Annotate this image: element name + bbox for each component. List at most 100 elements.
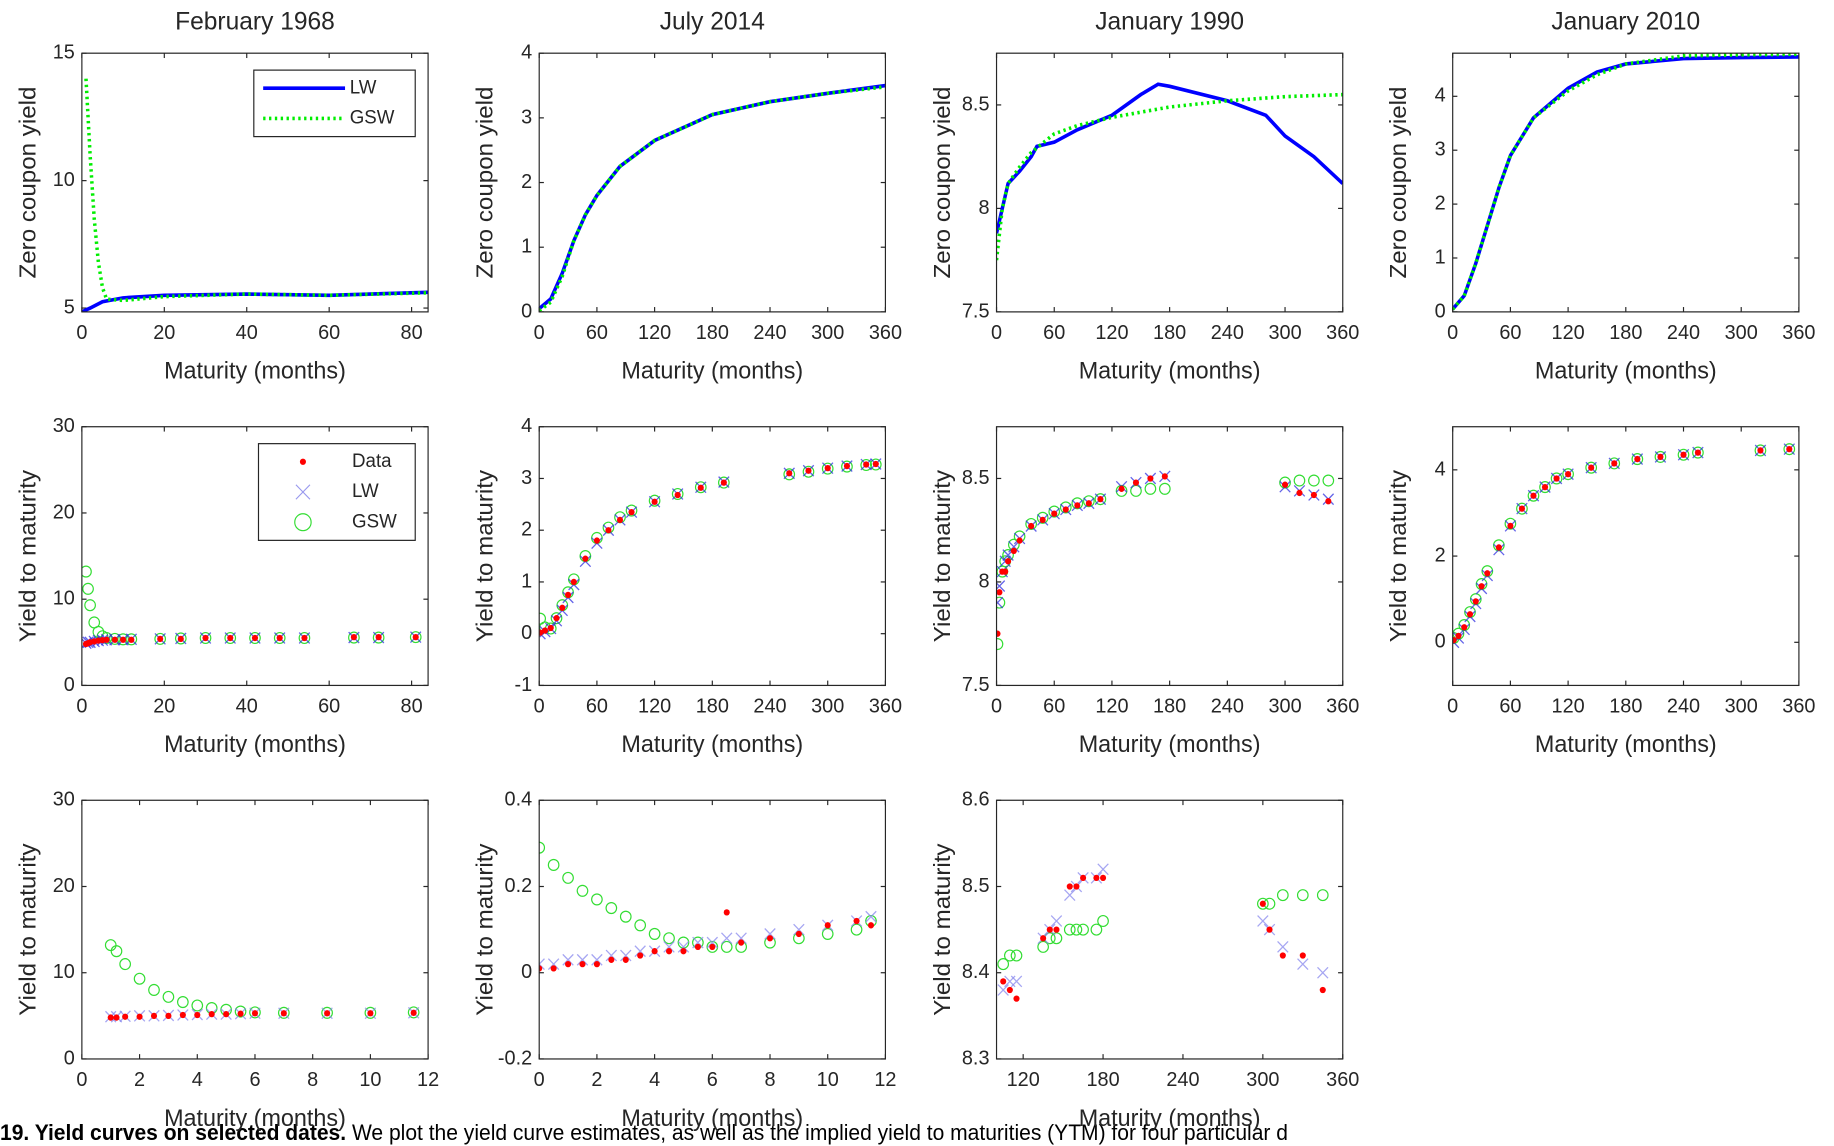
data-point bbox=[122, 1013, 129, 1020]
data-point bbox=[1010, 547, 1017, 555]
data-point bbox=[157, 635, 164, 643]
x-tick-label: 6 bbox=[707, 1069, 718, 1091]
gsw-point bbox=[1316, 889, 1329, 902]
x-tick-label: 0 bbox=[1447, 695, 1458, 717]
y-tick-label: -0.2 bbox=[498, 1047, 532, 1069]
y-tick-label: 5 bbox=[64, 296, 75, 318]
lw-point bbox=[1008, 540, 1020, 553]
x-tick-label: 120 bbox=[1095, 322, 1128, 344]
data-point bbox=[1484, 570, 1491, 577]
gsw-point bbox=[1025, 517, 1038, 531]
gsw-point bbox=[119, 958, 131, 971]
gsw-point bbox=[407, 1006, 420, 1019]
data-point bbox=[128, 636, 135, 643]
plot-area bbox=[996, 53, 1343, 312]
lw-point bbox=[735, 932, 747, 945]
plot-marks bbox=[81, 565, 422, 650]
x-tick-label: 8 bbox=[764, 1069, 775, 1091]
data-point bbox=[720, 479, 727, 486]
data-point bbox=[867, 922, 875, 929]
data-point bbox=[1006, 986, 1013, 994]
legend-label: LW bbox=[352, 481, 379, 502]
x-tick-label: 360 bbox=[1782, 322, 1815, 344]
lw-point bbox=[677, 940, 690, 953]
data-point bbox=[1507, 522, 1514, 530]
data-point bbox=[1495, 544, 1502, 551]
gsw-point bbox=[1550, 472, 1563, 485]
gsw-point bbox=[821, 462, 834, 475]
y-tick-label: 8.5 bbox=[962, 93, 990, 115]
y-tick-label: 20 bbox=[53, 501, 75, 523]
x-tick-label: 240 bbox=[753, 695, 786, 717]
gsw-point bbox=[372, 631, 385, 644]
x-tick-label: 20 bbox=[153, 322, 175, 344]
legend-label: GSW bbox=[350, 107, 395, 128]
gsw-point bbox=[1115, 484, 1128, 497]
data-point bbox=[863, 461, 870, 468]
plot-marks bbox=[81, 78, 429, 312]
data-point bbox=[1461, 624, 1468, 631]
data-point bbox=[1028, 522, 1035, 530]
data-point bbox=[605, 527, 612, 534]
x-tick-label: 10 bbox=[817, 1069, 839, 1091]
x-tick-label: 120 bbox=[638, 695, 671, 717]
subplot: 0 60 120 180 240 300 360 0 1 2 3 4 July 2014 Maturity… bbox=[472, 7, 902, 385]
data-point bbox=[1002, 568, 1009, 575]
x-tick-label: 0 bbox=[534, 1069, 545, 1091]
data-point bbox=[1005, 558, 1012, 565]
gsw-point bbox=[1504, 517, 1517, 530]
gsw-point bbox=[277, 1006, 290, 1019]
data-point bbox=[1452, 637, 1457, 644]
data-point bbox=[786, 470, 793, 477]
legend-marker bbox=[295, 484, 311, 500]
caption-label: 19. Yield curves on selected dates. bbox=[0, 1120, 346, 1144]
x-tick-label: 180 bbox=[696, 695, 729, 717]
y-tick-label: 7.5 bbox=[962, 300, 990, 322]
data-point bbox=[853, 917, 860, 925]
lw-point bbox=[1050, 915, 1063, 927]
y-tick-label: 0 bbox=[64, 674, 75, 696]
y-tick-label: 3 bbox=[1435, 138, 1446, 160]
gsw-point bbox=[224, 631, 237, 645]
data-point bbox=[410, 1009, 417, 1016]
data-point bbox=[1080, 874, 1087, 882]
gsw-point bbox=[1050, 932, 1063, 945]
lw-point bbox=[865, 910, 877, 923]
data-point bbox=[107, 1014, 114, 1021]
x-tick-label: 360 bbox=[1782, 695, 1815, 717]
gsw-point bbox=[1071, 497, 1084, 510]
x-tick-label: 4 bbox=[649, 1069, 660, 1091]
curve bbox=[1452, 55, 1799, 311]
y-axis-label: Zero coupon yield bbox=[929, 87, 956, 279]
axes-box bbox=[995, 426, 1344, 687]
caption: 19. Yield curves on selected dates. We p… bbox=[0, 1120, 1288, 1144]
lw-point bbox=[997, 984, 1009, 996]
gsw-point bbox=[1469, 593, 1482, 606]
x-tick-label: 60 bbox=[1499, 322, 1521, 344]
data-point bbox=[1282, 481, 1289, 488]
data-point bbox=[301, 634, 308, 642]
gsw-point bbox=[1094, 493, 1107, 506]
y-tick-label: 0 bbox=[521, 622, 532, 644]
x-tick-label: 120 bbox=[1095, 695, 1128, 717]
data-point bbox=[651, 948, 658, 955]
data-point bbox=[565, 591, 572, 599]
data-point bbox=[208, 1010, 215, 1018]
axes-box bbox=[81, 52, 429, 313]
data-point bbox=[1299, 952, 1306, 959]
y-tick-label: 8.5 bbox=[962, 875, 990, 897]
gsw-point bbox=[1322, 474, 1335, 487]
subplot: 0 60 120 180 240 300 360 7.5 8 8.5 January 1990 Mat… bbox=[929, 7, 1359, 385]
gsw-point bbox=[177, 996, 189, 1009]
plot-marks bbox=[539, 458, 882, 640]
gsw-point bbox=[273, 631, 286, 645]
subplot: 0 20 40 60 80 0 10 20 30 Maturity (months) Yield t… bbox=[15, 415, 429, 758]
data-point bbox=[1472, 598, 1479, 605]
x-tick-label: 360 bbox=[1326, 1069, 1359, 1091]
x-tick-label: 4 bbox=[192, 1069, 203, 1091]
gsw-point bbox=[1276, 889, 1289, 902]
x-tick-label: 300 bbox=[1725, 322, 1758, 344]
data-point bbox=[1611, 460, 1618, 467]
x-axis-label: Maturity (months) bbox=[621, 357, 803, 384]
